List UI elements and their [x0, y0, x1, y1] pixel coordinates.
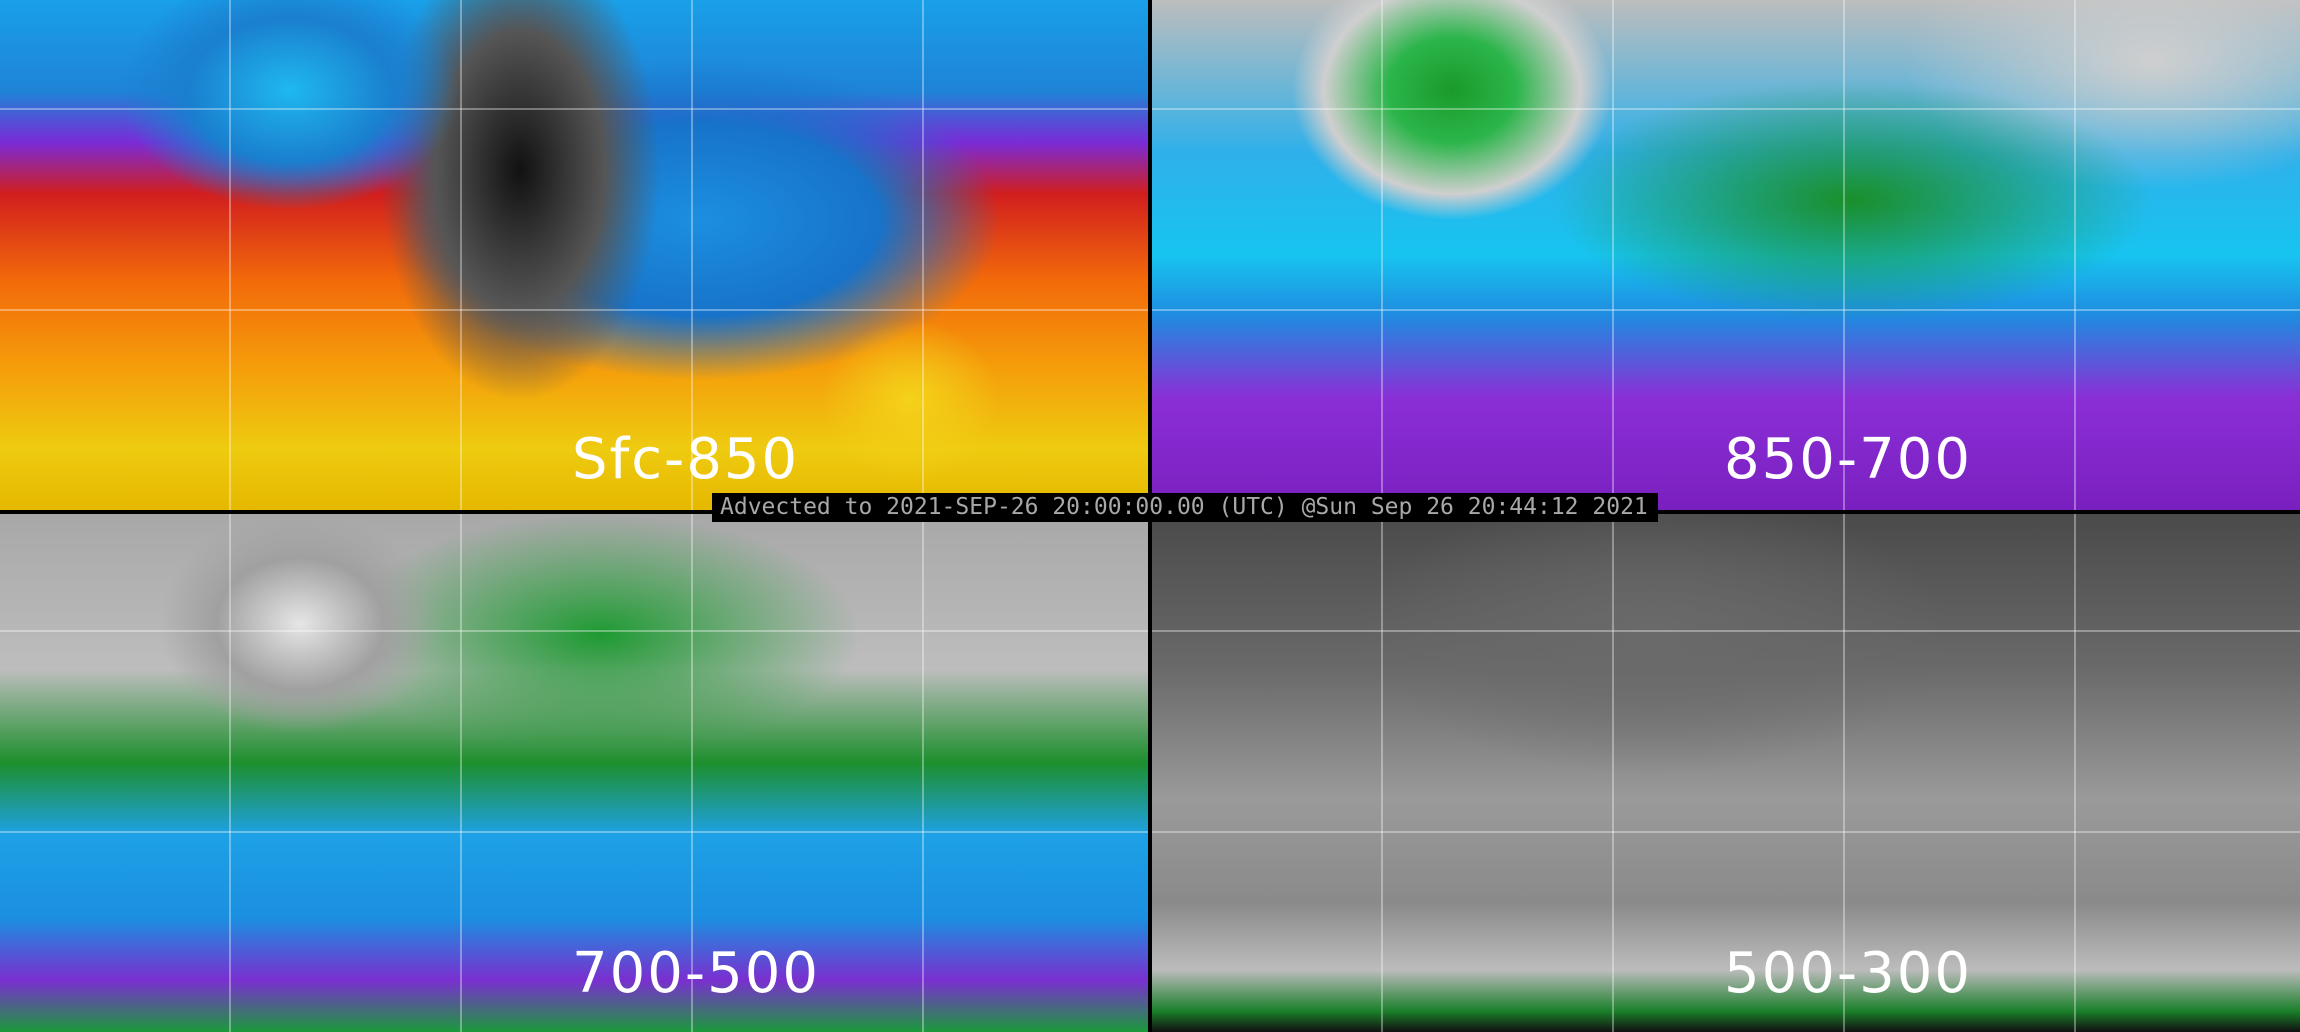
timestamp-banner: Advected to 2021-SEP-26 20:00:00.00 (UTC… [712, 493, 1658, 522]
panel-sfc-850: Sfc-850 [0, 0, 1148, 510]
layer-label: 500-300 [1724, 941, 1972, 1006]
lat-lon-grid [1152, 514, 2300, 1032]
lat-lon-grid [1152, 0, 2300, 510]
panel-850-700: 850-700 [1152, 0, 2300, 510]
layer-label: 850-700 [1724, 427, 1972, 492]
panel-700-500: 700-500 [0, 514, 1148, 1032]
layer-label: Sfc-850 [572, 427, 800, 492]
panel-500-300: 500-300 [1152, 514, 2300, 1032]
layer-label: 700-500 [572, 941, 820, 1006]
lat-lon-grid [0, 0, 1148, 510]
lat-lon-grid [0, 514, 1148, 1032]
